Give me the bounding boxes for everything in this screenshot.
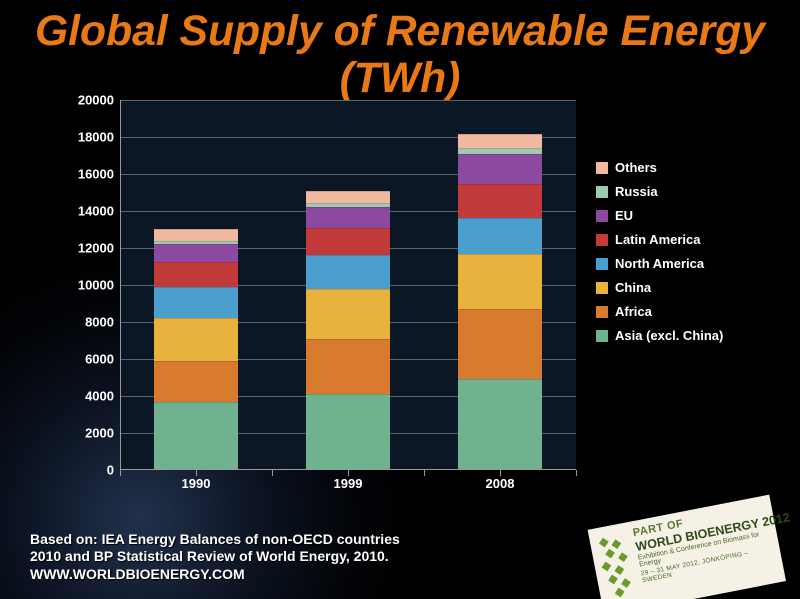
x-tick-mark (424, 470, 425, 476)
bar-segment (306, 339, 390, 395)
bar-group (154, 100, 238, 470)
bar-segment (458, 254, 542, 310)
bar-segment (154, 244, 238, 262)
legend-item: China (596, 280, 766, 295)
legend-swatch (596, 282, 608, 294)
y-tick-label: 14000 (78, 204, 114, 219)
legend-label: Asia (excl. China) (615, 328, 723, 343)
bar-segment (458, 134, 542, 148)
legend-label: Africa (615, 304, 652, 319)
bar-segment (458, 184, 542, 218)
bar-segment (154, 361, 238, 402)
badge-decoration (595, 532, 639, 599)
legend-swatch (596, 186, 608, 198)
footnote-line: 2010 and BP Statistical Review of World … (30, 548, 400, 566)
legend-label: Russia (615, 184, 658, 199)
bar-segment (154, 241, 238, 245)
bar-segment (306, 203, 390, 208)
legend-label: North America (615, 256, 704, 271)
x-tick-mark (576, 470, 577, 476)
footnote-line: WWW.WORLDBIOENERGY.COM (30, 566, 400, 584)
x-tick-label: 1990 (182, 476, 211, 491)
x-tick-label: 1999 (334, 476, 363, 491)
legend-item: Others (596, 160, 766, 175)
bar-segment (306, 255, 390, 288)
bar-segment (154, 229, 238, 241)
bar-segment (458, 218, 542, 253)
footnote-line: Based on: IEA Energy Balances of non-OEC… (30, 531, 400, 549)
legend-swatch (596, 162, 608, 174)
legend-item: Africa (596, 304, 766, 319)
plot-area: 0200040006000800010000120001400016000180… (120, 100, 576, 470)
legend-label: China (615, 280, 651, 295)
y-tick-label: 12000 (78, 241, 114, 256)
x-tick-label: 2008 (486, 476, 515, 491)
y-tick-label: 4000 (85, 389, 114, 404)
x-tick-mark (120, 470, 121, 476)
bar-segment (458, 379, 542, 470)
y-tick-label: 20000 (78, 93, 114, 108)
bar-segment (306, 191, 390, 203)
y-tick-label: 6000 (85, 352, 114, 367)
bar-segment (154, 262, 238, 287)
bars-layer (120, 100, 576, 470)
bar-segment (154, 402, 238, 470)
y-tick-label: 16000 (78, 167, 114, 182)
bar-segment (458, 154, 542, 185)
bar-segment (458, 309, 542, 379)
bar-segment (306, 207, 390, 227)
legend: Others Russia EU Latin America North America… (596, 160, 766, 352)
legend-item: North America (596, 256, 766, 271)
bar-segment (306, 289, 390, 339)
legend-swatch (596, 234, 608, 246)
legend-swatch (596, 210, 608, 222)
bar-segment (154, 318, 238, 361)
legend-item: Asia (excl. China) (596, 328, 766, 343)
event-badge: PART OF WORLD BIOENERGY 2012 Exhibition … (588, 495, 786, 599)
legend-swatch (596, 330, 608, 342)
bar-segment (154, 287, 238, 318)
source-footnote: Based on: IEA Energy Balances of non-OEC… (30, 531, 400, 584)
y-tick-label: 2000 (85, 426, 114, 441)
legend-label: Latin America (615, 232, 701, 247)
legend-item: Russia (596, 184, 766, 199)
legend-label: EU (615, 208, 633, 223)
legend-item: EU (596, 208, 766, 223)
bar-group (306, 100, 390, 470)
bar-segment (306, 394, 390, 470)
legend-swatch (596, 258, 608, 270)
legend-item: Latin America (596, 232, 766, 247)
chart-title: Global Supply of Renewable Energy (TWh) (0, 8, 800, 102)
legend-swatch (596, 306, 608, 318)
y-tick-label: 10000 (78, 278, 114, 293)
x-tick-mark (272, 470, 273, 476)
chart: 0 2000 4000 6000 8000 10000 12000 14000 16000 180… (66, 100, 766, 500)
bar-segment (458, 148, 542, 154)
legend-label: Others (615, 160, 657, 175)
bar-group (458, 100, 542, 470)
bar-segment (306, 228, 390, 256)
y-tick-label: 0 (107, 463, 114, 478)
y-tick-label: 8000 (85, 315, 114, 330)
y-axis (120, 100, 121, 470)
y-tick-label: 18000 (78, 130, 114, 145)
